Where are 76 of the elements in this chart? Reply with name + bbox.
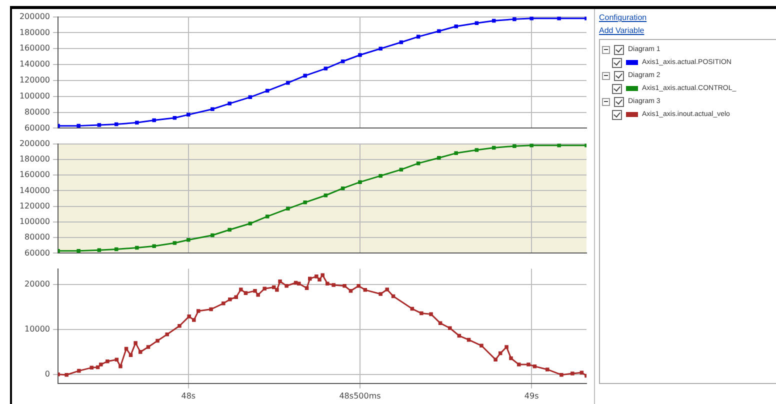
y-tick-label: 160000: [19, 44, 50, 53]
point: [286, 80, 290, 85]
y-tick-label: 60000: [24, 248, 50, 258]
x-tick-label: 48s: [181, 391, 196, 400]
point: [303, 74, 307, 78]
point: [492, 18, 496, 23]
text: Add Variable: [599, 26, 646, 35]
point: [286, 206, 290, 211]
y-tick-label: 10000: [24, 324, 50, 334]
y-tick-label: 20000: [24, 280, 50, 289]
point: [210, 233, 214, 238]
y-tick-label: 200000: [19, 12, 50, 21]
point: [172, 116, 177, 120]
point: [97, 248, 102, 252]
point: [172, 241, 177, 245]
point: [340, 186, 345, 190]
point: [437, 156, 441, 160]
point: [76, 248, 80, 253]
point: [228, 102, 232, 106]
point: [416, 34, 420, 39]
y-tick-label: 200000: [19, 138, 50, 148]
point: [265, 214, 270, 218]
y-tick-label: 80000: [24, 232, 50, 242]
point: [186, 112, 190, 117]
point: [186, 238, 190, 242]
point: [454, 24, 458, 28]
point: [114, 247, 118, 252]
point: [265, 88, 270, 93]
y-tick-label: 140000: [19, 186, 50, 195]
point: [114, 122, 118, 126]
text: Configuration: [599, 13, 648, 22]
y-tick-label: 0: [44, 369, 50, 378]
point: [399, 40, 404, 44]
point: [474, 21, 479, 26]
point: [399, 168, 404, 172]
x-tick-label: 49s: [524, 391, 539, 400]
y-tick-label: 100000: [19, 91, 50, 100]
point: [437, 29, 441, 34]
point: [378, 174, 382, 178]
y-tick-label: 180000: [19, 28, 50, 37]
point: [557, 144, 561, 148]
point: [76, 124, 80, 128]
point: [135, 246, 139, 250]
point: [557, 16, 561, 20]
y-tick-label: 160000: [19, 170, 50, 180]
y-tick-label: 120000: [19, 76, 50, 85]
point: [474, 148, 479, 152]
point: [378, 46, 382, 51]
point: [530, 144, 534, 148]
point: [228, 228, 232, 232]
point: [152, 244, 156, 248]
point: [324, 66, 328, 70]
point: [340, 59, 345, 64]
y-tick-label: 120000: [19, 201, 50, 210]
point: [358, 180, 362, 184]
point: [248, 222, 252, 226]
y-tick-label: 180000: [19, 154, 50, 164]
point: [512, 17, 516, 22]
point: [530, 16, 534, 20]
point: [454, 151, 458, 156]
y-tick-label: 60000: [24, 123, 50, 132]
y-tick-label: 140000: [19, 60, 50, 69]
point: [135, 120, 139, 125]
x-tick-label: 48s500ms: [339, 391, 381, 400]
point: [210, 107, 214, 111]
y-tick-label: 80000: [24, 107, 50, 116]
point: [358, 53, 362, 57]
point: [303, 200, 307, 204]
point: [97, 123, 102, 127]
point: [324, 193, 328, 198]
point: [492, 146, 496, 150]
point: [416, 161, 420, 166]
point: [248, 95, 252, 100]
point: [152, 118, 156, 122]
point: [512, 144, 516, 148]
y-tick-label: 100000: [19, 217, 50, 226]
